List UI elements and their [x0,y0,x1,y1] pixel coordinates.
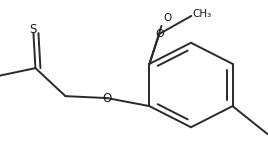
Text: O: O [155,29,164,39]
Text: S: S [30,23,37,36]
Text: O: O [103,92,112,105]
Text: CH₃: CH₃ [193,9,212,19]
Text: O: O [163,13,172,23]
